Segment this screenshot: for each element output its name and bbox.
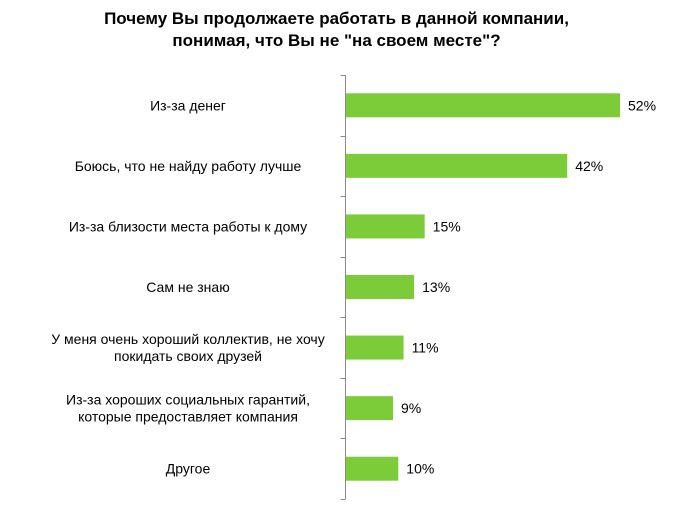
category-label: У меня очень хороший коллектив, не хочу п… — [51, 331, 324, 364]
data-label: 13% — [422, 279, 450, 295]
category-label-line: которые предоставляет компания — [78, 409, 298, 425]
category-label: Сам не знаю — [146, 279, 229, 295]
category-label-line: У меня очень хороший коллектив, не хочу — [51, 331, 324, 347]
category-label: Боюсь, что не найду работу лучше — [75, 158, 302, 174]
bar — [345, 456, 399, 481]
chart-title-line-1: Почему Вы продолжаете работать в данной … — [104, 9, 569, 28]
category-label-line: Сам не знаю — [146, 279, 229, 295]
bar — [345, 153, 568, 178]
data-label: 15% — [433, 218, 461, 234]
bar — [345, 214, 425, 239]
category-labels-layer: Из-за денег Боюсь, что не найду работу лу… — [51, 97, 324, 476]
value-labels-layer: 52% 42% 15% 13% 11% 9% 10% — [401, 97, 656, 476]
bar — [345, 335, 404, 360]
data-label: 52% — [628, 97, 656, 113]
category-label-line: Другое — [166, 461, 211, 477]
category-label: Другое — [166, 461, 211, 477]
bar — [345, 396, 394, 421]
y-axis-ticks — [340, 75, 346, 500]
data-label: 42% — [575, 158, 603, 174]
bars-layer — [345, 93, 620, 481]
category-label: Из-за близости места работы к дому — [69, 218, 307, 234]
category-label-line: Из-за близости места работы к дому — [69, 218, 307, 234]
bar — [345, 93, 620, 118]
data-label: 11% — [412, 340, 439, 356]
chart-title-line-2: понимая, что Вы не "на своем месте"? — [172, 31, 501, 50]
data-label: 9% — [401, 400, 421, 416]
category-label-line: покидать своих друзей — [114, 348, 262, 364]
chart-title: Почему Вы продолжаете работать в данной … — [0, 8, 673, 52]
category-label: Из-за хороших социальных гарантий, которы… — [66, 392, 310, 425]
bar — [345, 275, 415, 299]
category-label-line: Из-за хороших социальных гарантий, — [66, 392, 310, 408]
data-label: 10% — [406, 461, 434, 477]
category-label-line: Боюсь, что не найду работу лучше — [75, 158, 302, 174]
category-label: Из-за денег — [150, 97, 226, 113]
category-label-line: Из-за денег — [150, 97, 226, 113]
